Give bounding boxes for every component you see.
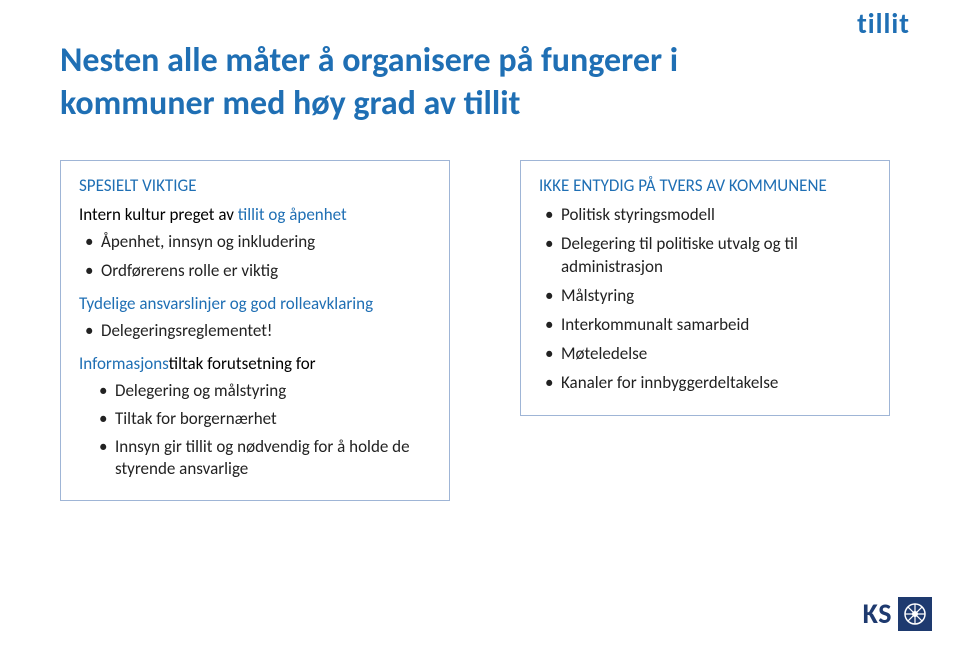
list-item: Innsyn gir tillit og nødvendig for å hol… xyxy=(79,436,431,480)
list-item: Delegering og målstyring xyxy=(79,380,431,402)
right-bullets: Politisk styringsmodell Delegering til p… xyxy=(539,204,871,395)
brand-logo: tillit xyxy=(857,6,910,41)
ks-logo-text: KS xyxy=(863,596,892,631)
list-item: Kanaler for innbyggerdeltakelse xyxy=(539,372,871,395)
ks-logo: KS xyxy=(863,596,932,631)
list-item: Politisk styringsmodell xyxy=(539,204,871,227)
list-item: Interkommunalt samarbeid xyxy=(539,314,871,337)
ks-seal-icon xyxy=(898,597,932,631)
left-column: SPESIELT VIKTIGE Intern kultur preget av… xyxy=(60,160,450,501)
page-title: Nesten alle måter å organisere på funger… xyxy=(60,40,710,125)
left-bullets-mid: Delegeringsreglementet! xyxy=(79,320,431,343)
left-subtitle-2: Informasjonstiltak forutsetning for xyxy=(79,353,431,374)
list-item: Delegering til politiske utvalg og til a… xyxy=(539,233,871,279)
list-item: Tiltak for borgernærhet xyxy=(79,408,431,430)
left-bullets-top: Åpenhet, innsyn og inkludering Ordførere… xyxy=(79,231,431,283)
slide: tillit Nesten alle måter å organisere på… xyxy=(0,0,960,651)
list-item: Åpenhet, innsyn og inkludering xyxy=(79,231,431,254)
left-subtitle-1: Tydelige ansvarslinjer og god rolleavkla… xyxy=(79,293,431,314)
left-sub-header: Intern kultur preget av tillit og åpenhe… xyxy=(79,204,431,225)
list-item: Ordførerens rolle er viktig xyxy=(79,260,431,283)
right-column: IKKE ENTYDIG PÅ TVERS AV KOMMUNENE Polit… xyxy=(520,160,890,416)
left-header: SPESIELT VIKTIGE xyxy=(79,175,431,196)
left-bullets-bottom: Delegering og målstyring Tiltak for borg… xyxy=(79,380,431,480)
list-item: Delegeringsreglementet! xyxy=(79,320,431,343)
list-item: Møteledelse xyxy=(539,343,871,366)
right-header: IKKE ENTYDIG PÅ TVERS AV KOMMUNENE xyxy=(539,175,871,196)
list-item: Målstyring xyxy=(539,285,871,308)
